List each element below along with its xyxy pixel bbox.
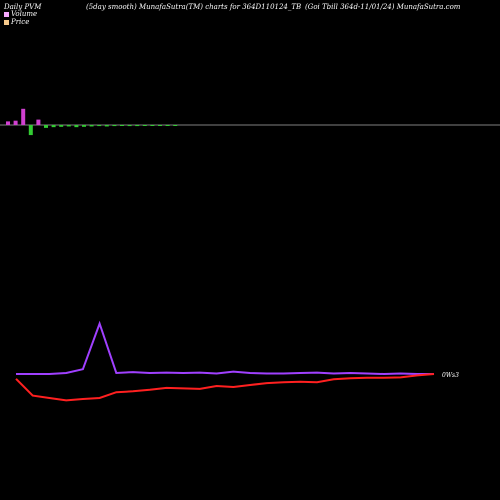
volume-bar	[36, 119, 41, 125]
volume-bar	[89, 125, 94, 127]
volume-bar	[21, 108, 26, 125]
volume-bar	[59, 125, 64, 127]
volume-bar	[104, 125, 109, 127]
series-end-label: 0Ws3	[442, 372, 459, 379]
volume-bar	[82, 125, 86, 127]
volume-bar	[173, 125, 178, 126]
volume-bar	[13, 120, 18, 125]
volume-bar	[142, 125, 147, 126]
volume-bar	[74, 125, 79, 128]
volume-bars	[6, 108, 178, 136]
volume-bar	[28, 125, 33, 136]
volume-bar	[44, 125, 48, 128]
volume-swatch	[4, 11, 9, 17]
volume-bar	[127, 125, 132, 127]
volume-bar	[150, 125, 155, 126]
legend-price-label: Price	[11, 18, 30, 26]
legend-volume-label: Volume	[11, 10, 38, 18]
price-line	[15, 373, 435, 402]
volume-bar	[97, 125, 102, 127]
legend-volume: Volume	[4, 10, 37, 18]
price-swatch	[4, 19, 9, 25]
volume-bar	[112, 125, 117, 127]
legend-price: Price	[4, 18, 29, 26]
volume-bar	[165, 125, 170, 126]
volume-bar	[51, 125, 56, 128]
volume-bar	[135, 125, 140, 127]
header-left: Daily PVM	[4, 3, 42, 11]
volume-bar	[158, 125, 162, 126]
volume-bar	[6, 121, 10, 125]
header-right: (Goi Tbill 364d-11/01/24) MunafaSutra.co…	[305, 3, 461, 11]
volume-bar	[66, 125, 71, 127]
volume-bar	[120, 125, 124, 126]
volume-line	[16, 320, 434, 376]
chart-title: (5day smooth) MunafaSutra(TM) charts for…	[86, 3, 302, 11]
